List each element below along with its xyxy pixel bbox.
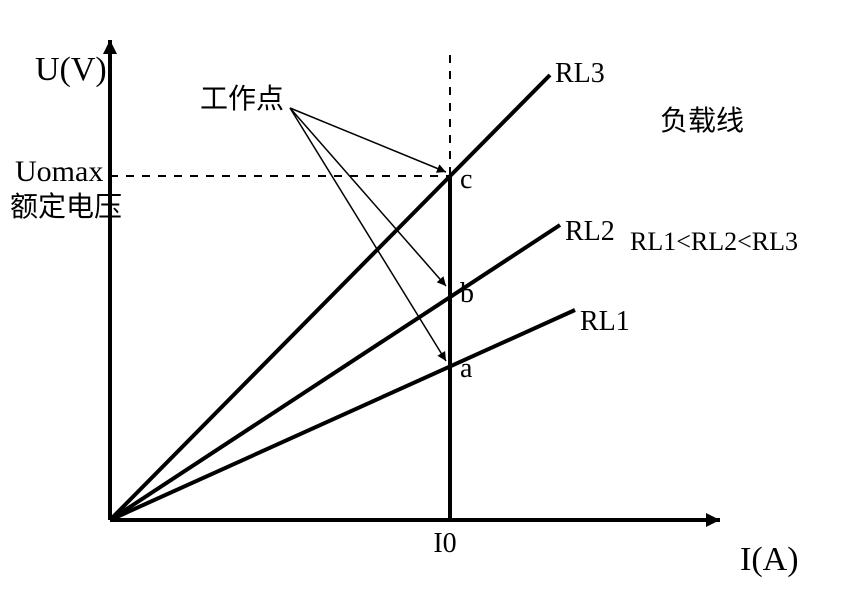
load-line-label: 负载线	[660, 105, 744, 137]
label-rl1: RL1	[580, 306, 630, 337]
working-point-label: 工作点	[200, 83, 284, 115]
point-label-c: c	[460, 164, 472, 195]
uomax-sub-label: 额定电压	[10, 191, 122, 223]
x-axis-label: I(A)	[740, 541, 799, 578]
uomax-label: Uomax	[15, 155, 103, 188]
point-label-b: b	[460, 278, 474, 309]
label-rl3: RL3	[555, 58, 605, 89]
i0-label: I0	[433, 528, 456, 559]
y-axis-label: U(V)	[35, 51, 107, 88]
point-label-a: a	[460, 353, 473, 384]
label-rl2: RL2	[565, 216, 615, 247]
order-label: RL1<RL2<RL3	[630, 227, 798, 256]
